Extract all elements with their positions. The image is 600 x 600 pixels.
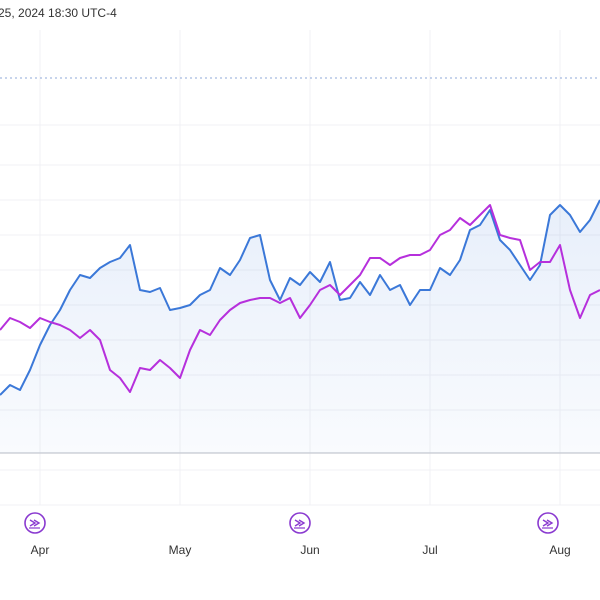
area-fill: [0, 200, 600, 453]
x-tick-label: Jun: [300, 543, 319, 557]
event-markers: [24, 512, 559, 534]
series-line: [0, 199, 600, 396]
chart-title: 25, 2024 18:30 UTC-4: [0, 6, 117, 20]
series-line: [0, 204, 600, 393]
x-tick-label: Apr: [31, 543, 50, 557]
event-icon[interactable]: [24, 512, 46, 534]
x-tick-label: Aug: [549, 543, 570, 557]
x-tick-label: Jul: [422, 543, 437, 557]
event-icon[interactable]: [289, 512, 311, 534]
x-tick-label: May: [169, 543, 192, 557]
event-icon[interactable]: [537, 512, 559, 534]
